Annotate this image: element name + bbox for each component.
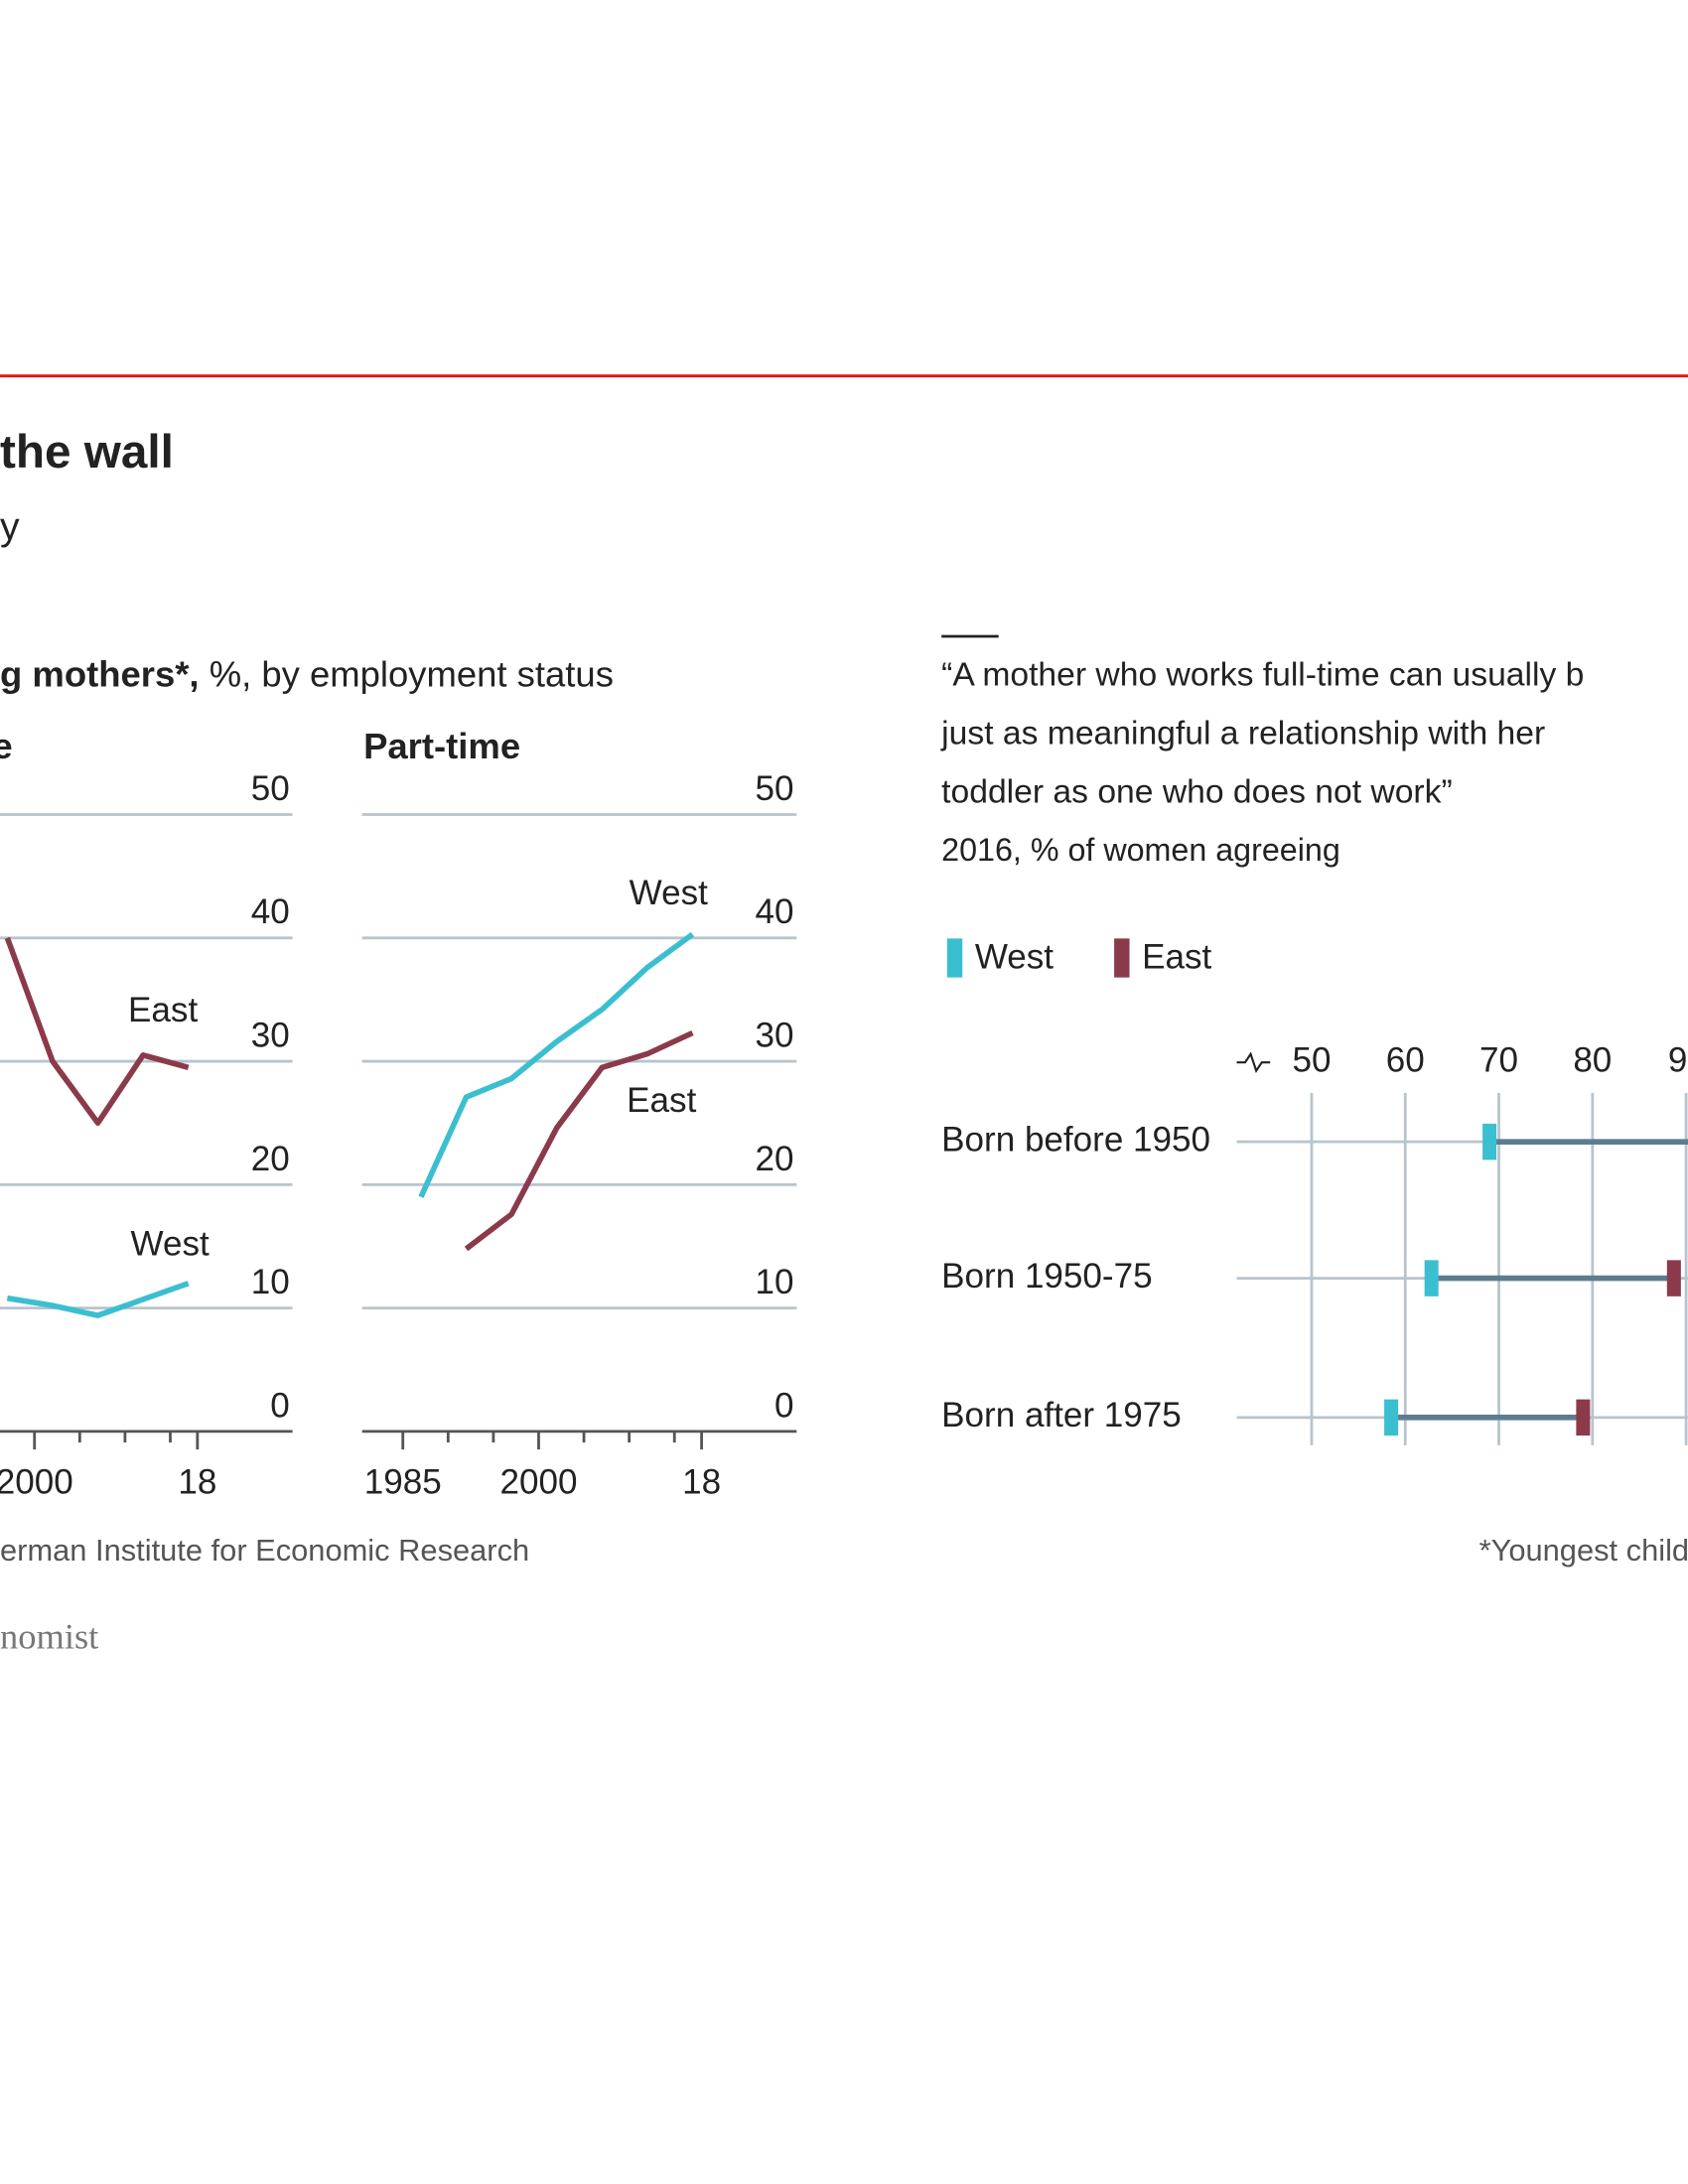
y-tick-label: 50	[756, 769, 794, 808]
dot-marker	[1424, 1260, 1439, 1297]
logo: nomist	[0, 1617, 98, 1657]
panel-title: e	[0, 726, 13, 766]
series-label: West	[630, 874, 708, 912]
source: erman Institute for Economic Research	[0, 1533, 529, 1568]
quote-line: “A mother who works full-time can usuall…	[941, 657, 1584, 694]
dot-marker	[1576, 1399, 1591, 1436]
y-tick-label: 0	[774, 1386, 794, 1425]
y-tick-label: 0	[270, 1386, 290, 1425]
footnote: *Youngest child	[1479, 1533, 1688, 1568]
category-label: Born before 1950	[941, 1120, 1210, 1159]
series-label: East	[627, 1081, 696, 1120]
x-tick-label: 9	[1668, 1040, 1687, 1079]
panel-heading: g mothers*, %, by employment status	[0, 653, 614, 694]
y-tick-label: 50	[251, 769, 290, 808]
chart-subtitle: 2016, % of women agreeing	[941, 832, 1340, 868]
y-tick-label: 30	[251, 1016, 290, 1054]
y-tick-label: 10	[251, 1263, 290, 1301]
category-label: Born after 1975	[941, 1396, 1182, 1434]
x-tick-label: 50	[1292, 1040, 1331, 1079]
x-tick-label: 80	[1573, 1040, 1612, 1079]
quote-line: just as meaningful a relationship with h…	[940, 715, 1545, 751]
category-label: Born 1950-75	[941, 1257, 1152, 1296]
panel-heading-units: %, by employment status	[210, 653, 614, 694]
dot-marker	[1384, 1399, 1399, 1436]
x-tick-label: 18	[178, 1462, 216, 1501]
line	[4, 936, 190, 1127]
line	[418, 931, 695, 1198]
dot-marker	[1482, 1123, 1497, 1160]
panel-title: Part-time	[363, 726, 520, 766]
y-tick-label: 40	[251, 892, 290, 931]
line	[6, 1281, 190, 1318]
x-tick-label: 60	[1386, 1040, 1425, 1079]
panel-heading-bold: g mothers*,	[0, 653, 200, 694]
y-tick-label: 30	[756, 1016, 794, 1054]
dot-marker	[1666, 1260, 1681, 1297]
x-tick-label: 1985	[364, 1462, 442, 1501]
y-tick-label: 10	[756, 1263, 794, 1301]
line	[464, 1029, 694, 1252]
series-label: West	[131, 1225, 210, 1264]
x-tick-label: 18	[682, 1462, 721, 1501]
y-tick-label: 20	[251, 1140, 290, 1178]
quote-line: toddler as one who does not work”	[941, 773, 1452, 810]
subtitle: y	[0, 504, 20, 548]
legend-swatch	[1114, 938, 1130, 978]
y-tick-label: 40	[756, 892, 794, 931]
x-tick-label: 70	[1479, 1040, 1518, 1079]
legend-swatch	[946, 938, 963, 978]
axis-break	[1236, 1051, 1271, 1073]
title: the wall	[0, 426, 174, 478]
series-label: East	[128, 991, 198, 1029]
legend-label: West	[975, 938, 1054, 977]
legend-label: East	[1142, 938, 1211, 977]
x-tick-label: 2000	[0, 1462, 73, 1501]
x-tick-label: 2000	[499, 1462, 577, 1501]
y-tick-label: 20	[756, 1140, 794, 1178]
